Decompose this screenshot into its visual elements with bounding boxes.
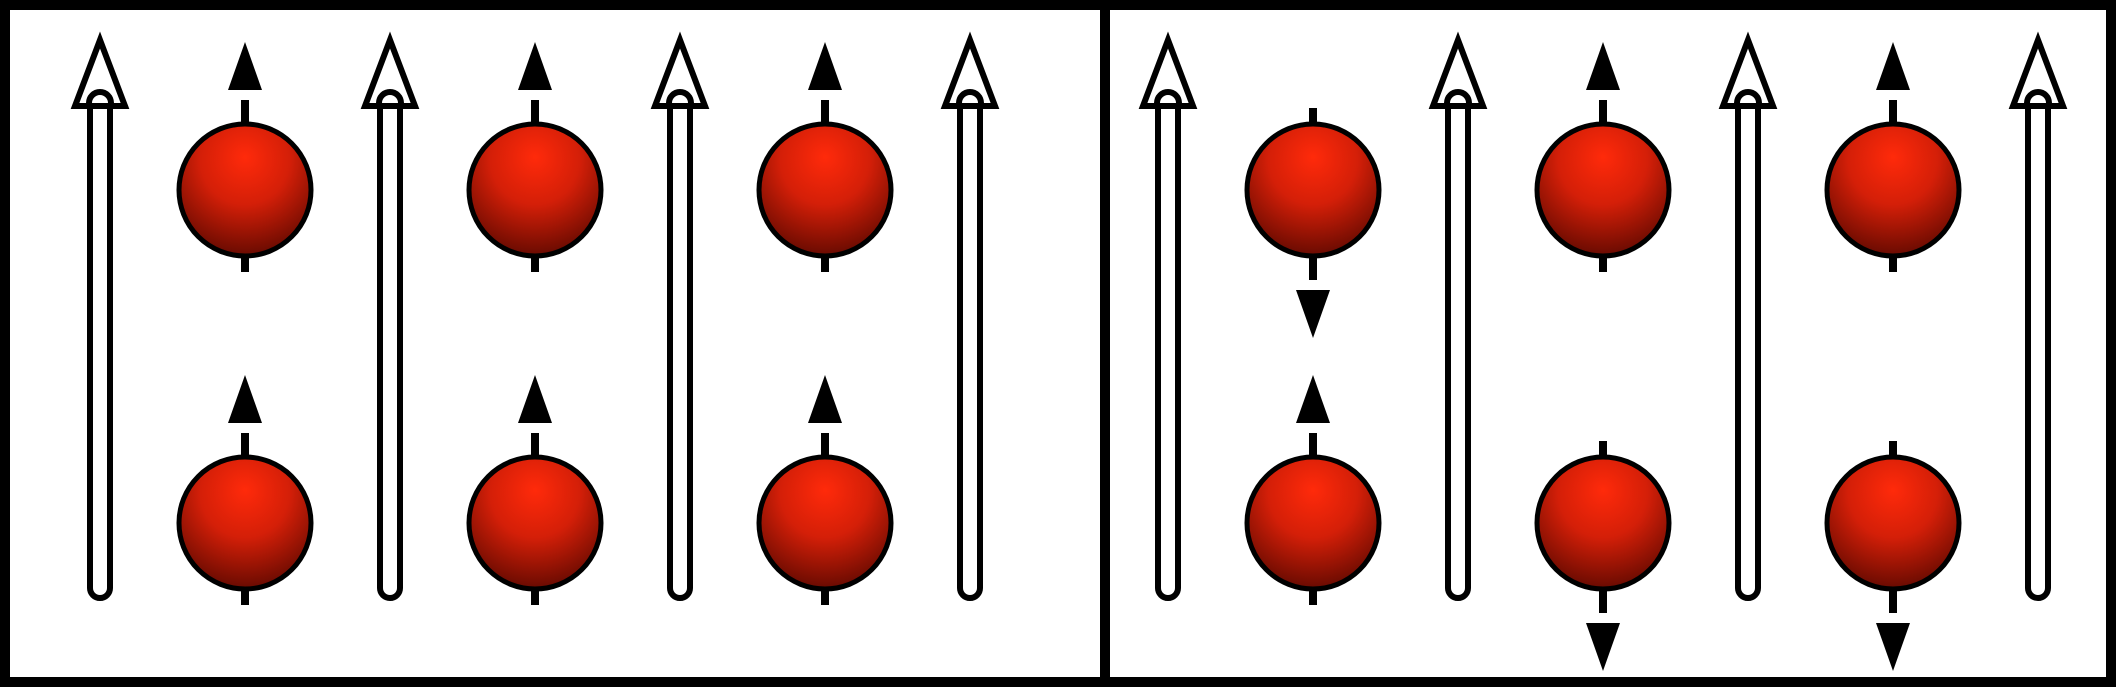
field-arrow-shaft [87, 89, 113, 601]
field-arrow-head [2008, 31, 2068, 109]
spin-sphere [1534, 454, 1672, 592]
field-arrow-collar [1734, 89, 1762, 104]
field-arrow-collar [86, 89, 114, 104]
spin-arrow-head [228, 42, 262, 90]
spin-arrow-head [1296, 375, 1330, 423]
field-arrow [1428, 31, 1488, 601]
spin-up [466, 375, 604, 605]
field-arrow-head [70, 31, 130, 109]
spin-arrow-head [808, 375, 842, 423]
spin-down [1534, 441, 1672, 671]
field-arrow-shaft [667, 89, 693, 601]
spin-sphere [756, 454, 894, 592]
field-arrow-shaft [1155, 89, 1181, 601]
field-arrow [360, 31, 420, 601]
spin-up [176, 375, 314, 605]
field-arrow-head [650, 31, 710, 109]
field-arrow-collar [1444, 89, 1472, 104]
spin-arrow-head [1876, 42, 1910, 90]
spin-arrow-head [518, 375, 552, 423]
field-arrow [1718, 31, 1778, 601]
field-arrow-head [1138, 31, 1198, 109]
spin-up [176, 42, 314, 272]
spin-arrow-head [228, 375, 262, 423]
field-arrow-collar [2024, 89, 2052, 104]
spin-arrow-head [1876, 623, 1910, 671]
spin-up [1244, 375, 1382, 605]
field-arrow [70, 31, 130, 601]
field-arrow-shaft [1735, 89, 1761, 601]
field-arrow-collar [1154, 89, 1182, 104]
field-arrow-head [360, 31, 420, 109]
spin-up [1534, 42, 1672, 272]
field-arrow-collar [666, 89, 694, 104]
spin-arrow-head [808, 42, 842, 90]
spin-sphere [1534, 121, 1672, 259]
left-panel [70, 31, 1000, 605]
spin-sphere [1244, 454, 1382, 592]
field-arrow-collar [376, 89, 404, 104]
field-arrow-shaft [1445, 89, 1471, 601]
field-arrow-shaft [957, 89, 983, 601]
field-arrow [1138, 31, 1198, 601]
spin-sphere [1824, 454, 1962, 592]
spin-up [756, 375, 894, 605]
spin-arrow-head [518, 42, 552, 90]
spin-sphere [466, 454, 604, 592]
spin-sphere [176, 454, 314, 592]
spin-down [1244, 108, 1382, 338]
spin-sphere [176, 121, 314, 259]
field-arrow-collar [956, 89, 984, 104]
right-panel [1138, 31, 2068, 671]
field-arrow [940, 31, 1000, 601]
field-arrow-shaft [377, 89, 403, 601]
field-arrow [650, 31, 710, 601]
field-arrow-shaft [2025, 89, 2051, 601]
spin-up [1824, 42, 1962, 272]
spin-arrow-head [1586, 623, 1620, 671]
spin-sphere [1824, 121, 1962, 259]
field-arrow-head [1718, 31, 1778, 109]
spin-sphere [466, 121, 604, 259]
field-arrow-head [1428, 31, 1488, 109]
field-arrow [2008, 31, 2068, 601]
spin-up [466, 42, 604, 272]
field-arrow-head [940, 31, 1000, 109]
spin-arrow-head [1296, 290, 1330, 338]
spin-arrow-head [1586, 42, 1620, 90]
spin-down [1824, 441, 1962, 671]
spin-up [756, 42, 894, 272]
spin-sphere [756, 121, 894, 259]
spin-sphere [1244, 121, 1382, 259]
